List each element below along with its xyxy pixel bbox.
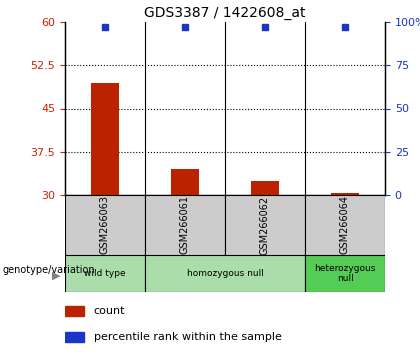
Text: percentile rank within the sample: percentile rank within the sample: [94, 332, 282, 342]
Bar: [145, 255, 305, 292]
Bar: [65, 255, 145, 292]
Bar: [225, 195, 305, 255]
Bar: [91, 82, 119, 195]
Bar: [65, 195, 145, 255]
Bar: [65, 306, 84, 316]
Bar: [171, 169, 199, 195]
Bar: [331, 193, 359, 195]
Text: wild type: wild type: [84, 269, 126, 278]
Title: GDS3387 / 1422608_at: GDS3387 / 1422608_at: [144, 6, 306, 19]
Bar: [305, 255, 385, 292]
Bar: [145, 195, 225, 255]
Bar: [305, 195, 385, 255]
Text: GSM266061: GSM266061: [180, 195, 190, 255]
Text: homozygous null: homozygous null: [186, 269, 263, 278]
Text: heterozygous
null: heterozygous null: [314, 264, 375, 283]
Text: ▶: ▶: [52, 270, 61, 280]
Text: GSM266063: GSM266063: [100, 195, 110, 255]
Text: genotype/variation: genotype/variation: [2, 265, 95, 275]
Bar: [65, 332, 84, 342]
Text: count: count: [94, 306, 125, 316]
Text: GSM266062: GSM266062: [260, 195, 270, 255]
Bar: [251, 181, 279, 195]
Text: GSM266064: GSM266064: [340, 195, 350, 255]
